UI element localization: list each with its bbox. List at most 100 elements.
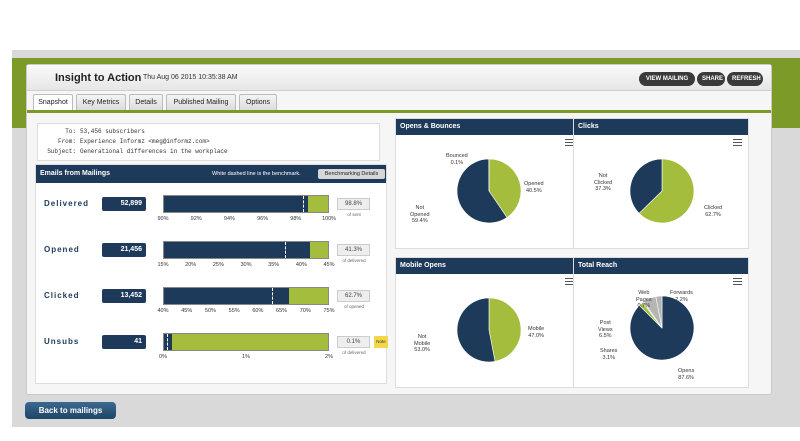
back-to-mailings-button[interactable]: Back to mailings bbox=[25, 402, 116, 419]
metric-percent-basis: of opened bbox=[343, 304, 365, 309]
axis-tick-label: 30% bbox=[240, 262, 252, 268]
benchmark-line bbox=[303, 196, 305, 212]
mailings-title: Emails from Mailings bbox=[40, 170, 111, 177]
axis-tick-label: 75% bbox=[323, 308, 335, 314]
benchmark-note: White dashed line is the benchmark. bbox=[212, 171, 301, 177]
from-value: Experience Informz <meg@informz.com> bbox=[80, 138, 210, 145]
metric-percent: 62.7% bbox=[337, 290, 370, 302]
pie-slice-opened bbox=[488, 158, 522, 218]
axis-tick-label: 2% bbox=[325, 354, 333, 360]
axis-tick-label: 96% bbox=[257, 216, 269, 222]
pie-label-shares: Shares 3.1% bbox=[600, 348, 618, 361]
benchmarking-details-button[interactable]: Benchmarking Details bbox=[318, 169, 385, 179]
total-reach-pie bbox=[629, 295, 695, 361]
axis-tick-label: 60% bbox=[252, 308, 264, 314]
axis-tick-label: 15% bbox=[157, 262, 169, 268]
metric-percent: 0.1% bbox=[337, 336, 370, 348]
pie-label-web-pages: Web Pages 0.7% bbox=[636, 290, 652, 309]
menu-icon[interactable] bbox=[733, 139, 742, 146]
tab-key-metrics[interactable]: Key Metrics bbox=[76, 94, 126, 110]
email-info-box: To: 53,456 subscribers From: Experience … bbox=[37, 123, 380, 161]
axis-tick-label: 45% bbox=[181, 308, 193, 314]
pie-label-opened: Opened 40.5% bbox=[524, 181, 544, 194]
tab-snapshot[interactable]: Snapshot bbox=[33, 94, 73, 110]
emails-from-mailings-panel: Emails from Mailings White dashed line i… bbox=[35, 164, 388, 384]
to-row: To: 53,456 subscribers bbox=[38, 128, 379, 137]
page-title: Insight to Action bbox=[55, 72, 142, 84]
axis-tick-label: 25% bbox=[212, 262, 224, 268]
mobile-opens-pie bbox=[456, 297, 522, 363]
tab-published-mailing[interactable]: Published Mailing bbox=[166, 94, 236, 110]
pie-slice-not-opened bbox=[456, 158, 508, 224]
metric-bar-fill bbox=[164, 288, 289, 304]
tab-options[interactable]: Options bbox=[239, 94, 277, 110]
metric-percent-basis: of delivered bbox=[342, 258, 366, 263]
to-value: 53,456 subscribers bbox=[80, 128, 145, 135]
metric-bar-fill bbox=[164, 242, 310, 258]
axis-tick-label: 98% bbox=[290, 216, 302, 222]
tab-details[interactable]: Details bbox=[129, 94, 163, 110]
axis-tick-label: 45% bbox=[323, 262, 335, 268]
mobile-opens-panel: Mobile Opens Not Mobile 53.0% Mobile 47.0% bbox=[395, 257, 581, 388]
tab-underline bbox=[27, 110, 771, 113]
axis-tick-label: 55% bbox=[228, 308, 240, 314]
pie-slice-mobile bbox=[488, 297, 522, 362]
to-label: To: bbox=[65, 128, 76, 135]
metric-percent-basis: of delivered bbox=[342, 350, 366, 355]
axis-tick-label: 50% bbox=[204, 308, 216, 314]
metric-axis: 90% 92% 94% 96% 98% 100% bbox=[157, 216, 336, 224]
pie-slice-not-mobile bbox=[456, 297, 496, 363]
app-header: Insight to Action Thu Aug 06 2015 10:35:… bbox=[27, 65, 771, 91]
clicks-pie bbox=[629, 158, 695, 224]
from-row: From: Experience Informz <meg@informz.co… bbox=[38, 138, 379, 147]
metric-label: Unsubs bbox=[44, 337, 80, 346]
menu-icon[interactable] bbox=[565, 139, 574, 146]
refresh-button[interactable]: REFRESH bbox=[727, 72, 763, 86]
report-date: Thu Aug 06 2015 10:35:38 AM bbox=[143, 74, 238, 81]
metric-bar bbox=[163, 241, 329, 259]
benchmark-line bbox=[272, 288, 274, 304]
metric-percent: 41.3% bbox=[337, 244, 370, 256]
axis-tick-label: 35% bbox=[268, 262, 280, 268]
metric-value: 41 bbox=[102, 335, 146, 349]
benchmark-line bbox=[285, 242, 287, 258]
benchmark-line bbox=[167, 334, 169, 350]
view-mailing-button[interactable]: VIEW MAILING bbox=[639, 72, 695, 86]
axis-tick-label: 1% bbox=[242, 354, 250, 360]
share-button[interactable]: SHARE bbox=[697, 72, 725, 86]
metric-value: 52,899 bbox=[102, 197, 146, 211]
metric-label: Delivered bbox=[44, 199, 90, 208]
pie-label-not-opened: Not Opened 59.4% bbox=[410, 205, 430, 224]
metric-label: Clicked bbox=[44, 291, 80, 300]
axis-tick-label: 65% bbox=[276, 308, 288, 314]
pie-label-post-views: Post Views 6.5% bbox=[598, 320, 613, 339]
menu-icon[interactable] bbox=[565, 278, 574, 285]
metric-bar bbox=[163, 195, 329, 213]
pie-label-forwards: Forwards 2.2% bbox=[670, 290, 693, 303]
pie-slice-shares bbox=[655, 295, 663, 329]
mailings-header: Emails from Mailings White dashed line i… bbox=[36, 165, 386, 183]
metric-bar bbox=[163, 287, 329, 305]
metric-bar bbox=[163, 333, 329, 351]
pie-slice-clicked bbox=[638, 158, 695, 224]
axis-tick-label: 0% bbox=[159, 354, 167, 360]
axis-tick-label: 90% bbox=[157, 216, 169, 222]
pie-label-not-clicked: Not Clicked 37.3% bbox=[594, 173, 613, 192]
pie-label-not-mobile: Not Mobile 53.0% bbox=[414, 334, 431, 353]
metric-label: Opened bbox=[44, 245, 80, 254]
opens-bounces-title: Opens & Bounces bbox=[396, 119, 580, 135]
from-label: From: bbox=[57, 138, 76, 145]
metric-axis: 40% 45% 50% 55% 60% 65% 70% 75% bbox=[157, 308, 334, 316]
axis-tick-label: 40% bbox=[157, 308, 169, 314]
metric-axis: 15% 20% 25% 30% 35% 40% 45% bbox=[157, 262, 334, 270]
pie-label-clicked: Clicked 62.7% bbox=[704, 205, 723, 218]
metric-bar-fill bbox=[164, 196, 309, 212]
pie-label-opens: Opens 87.6% bbox=[678, 368, 695, 381]
metric-value: 21,456 bbox=[102, 243, 146, 257]
note-tag[interactable]: Note bbox=[374, 336, 388, 348]
mobile-opens-title: Mobile Opens bbox=[396, 258, 580, 274]
metric-percent-basis: of sent bbox=[347, 212, 361, 217]
pie-label-bounced: Bounced 0.1% bbox=[446, 153, 468, 166]
menu-icon[interactable] bbox=[733, 278, 742, 285]
metric-axis: 0% 1% 2% bbox=[159, 354, 333, 362]
